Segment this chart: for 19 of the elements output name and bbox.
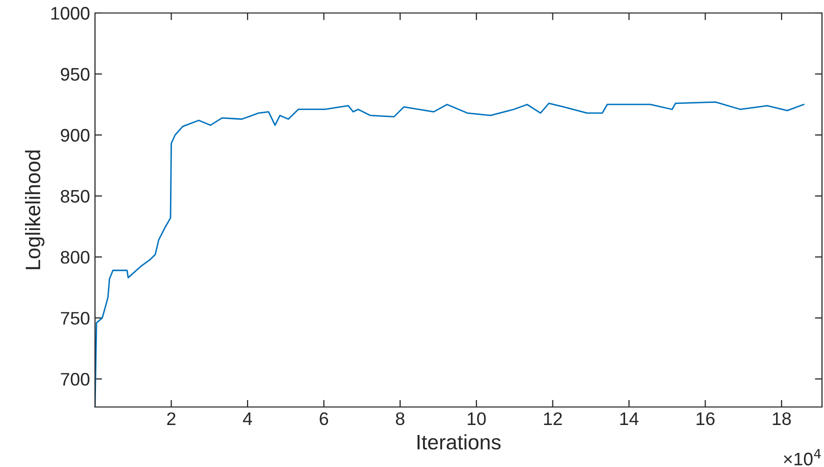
x-tick-label: 2 (167, 412, 176, 425)
x-tick-label: 8 (396, 412, 404, 426)
text: ×10$^{4}$ (784, 449, 821, 466)
x-tick-label: 12 (544, 412, 562, 425)
y-tick-label: 750 (60, 312, 90, 325)
x-tick-label: 18 (772, 412, 791, 426)
y-tick-label: 1000 (51, 6, 90, 20)
x-tick-label: 14 (620, 412, 639, 425)
y-tick-label: 850 (60, 190, 90, 203)
y-tick-label: 800 (60, 250, 90, 264)
x-tick-label: 4 (242, 412, 252, 425)
y-tick-label: 950 (60, 68, 90, 81)
x-tick-label: 10 (468, 412, 486, 426)
y-axis-title: Loglikelihood (25, 150, 44, 270)
x-tick-label: 16 (696, 412, 715, 426)
y-tick-label: 700 (60, 372, 90, 386)
x-tick-label: 6 (320, 412, 328, 426)
y-tick-label: 900 (60, 128, 90, 142)
x-axis-title: Iterations (418, 434, 501, 450)
